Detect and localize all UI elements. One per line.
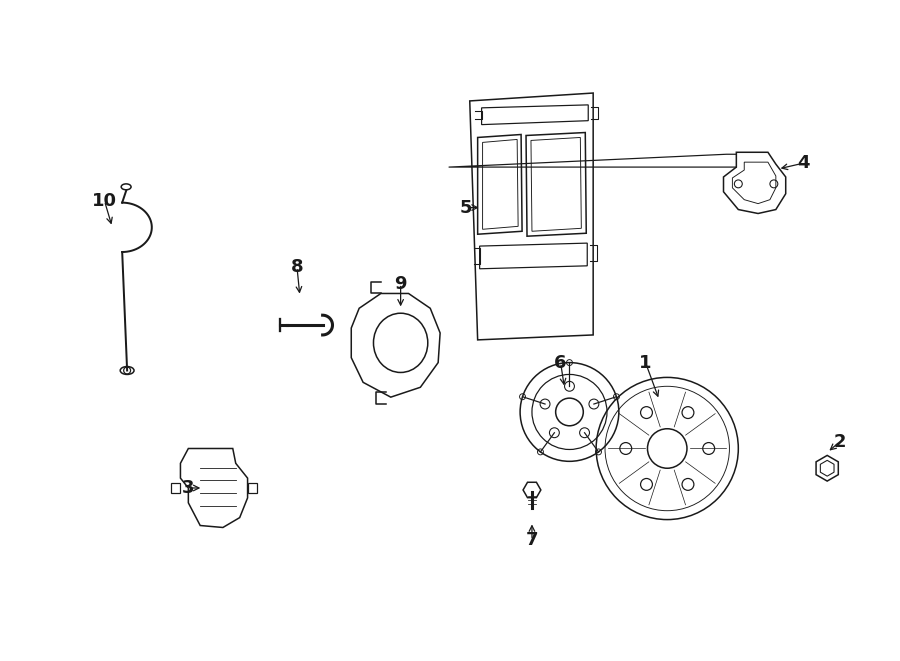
Text: 2: 2	[833, 432, 846, 451]
Text: 6: 6	[554, 354, 567, 371]
Text: 4: 4	[797, 154, 810, 172]
Text: 10: 10	[92, 192, 117, 210]
Text: 8: 8	[291, 258, 303, 276]
Text: 5: 5	[460, 198, 472, 217]
Text: 9: 9	[394, 274, 407, 293]
Text: 7: 7	[526, 531, 538, 549]
Text: 1: 1	[639, 354, 652, 371]
Text: 3: 3	[182, 479, 194, 497]
